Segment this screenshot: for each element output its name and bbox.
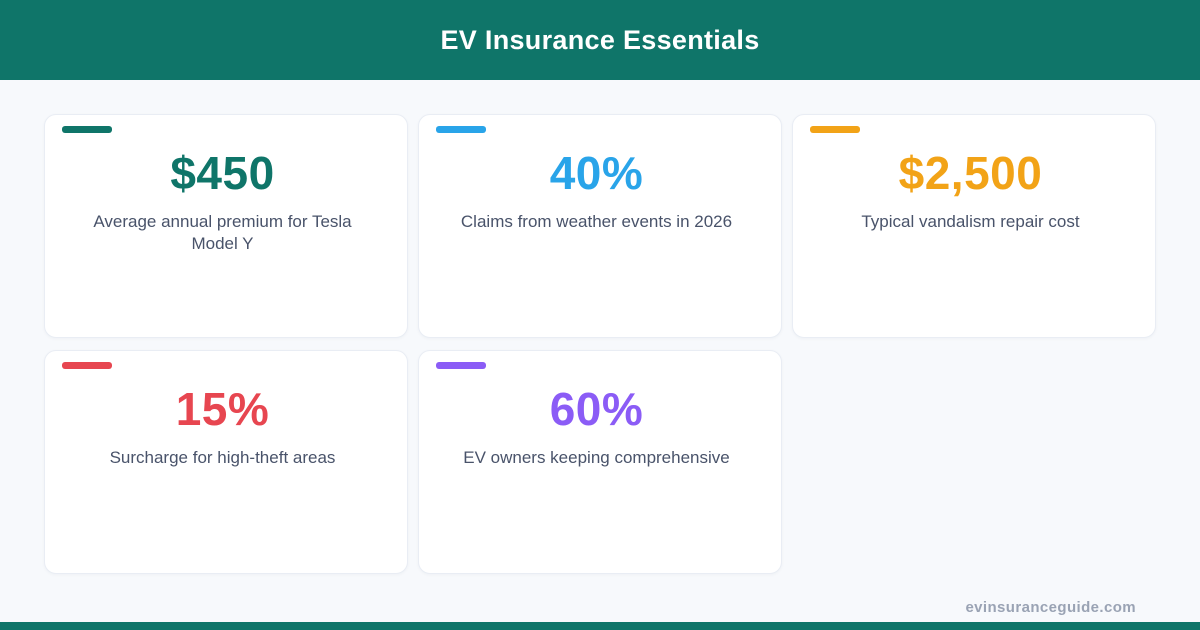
stats-grid: $450 Average annual premium for Tesla Mo… [44,114,1156,574]
bottom-accent-bar [0,622,1200,630]
accent-bar [436,362,486,369]
accent-bar [810,126,860,133]
stat-value: 40% [549,147,644,199]
accent-bar [62,126,112,133]
stat-label: EV owners keeping comprehensive [463,448,730,467]
website-url: evinsuranceguide.com [965,599,1136,616]
page-title: EV Insurance Essentials [440,24,760,55]
stat-card-theft-surcharge: 15% Surcharge for high-theft areas [44,350,408,574]
stat-card-vandalism-cost: $2,500 Typical vandalism repair cost [792,114,1156,338]
stat-card-weather-claims: 40% Claims from weather events in 2026 [418,114,782,338]
stat-label: Surcharge for high-theft areas [109,448,336,467]
stat-label: Typical vandalism repair cost [861,212,1080,231]
stat-label: Claims from weather events in 2026 [460,212,733,231]
stat-label: Average annual premium for Tesla Model Y [93,212,352,253]
stat-card-annual-premium: $450 Average annual premium for Tesla Mo… [44,114,408,338]
stat-value: 60% [549,383,644,435]
stat-value: $2,500 [898,147,1043,199]
stat-value: 15% [175,383,270,435]
accent-bar [436,126,486,133]
stat-card-comprehensive-coverage: 60% EV owners keeping comprehensive [418,350,782,574]
stat-value: $450 [170,147,275,199]
header: EV Insurance Essentials [0,0,1200,80]
accent-bar [62,362,112,369]
